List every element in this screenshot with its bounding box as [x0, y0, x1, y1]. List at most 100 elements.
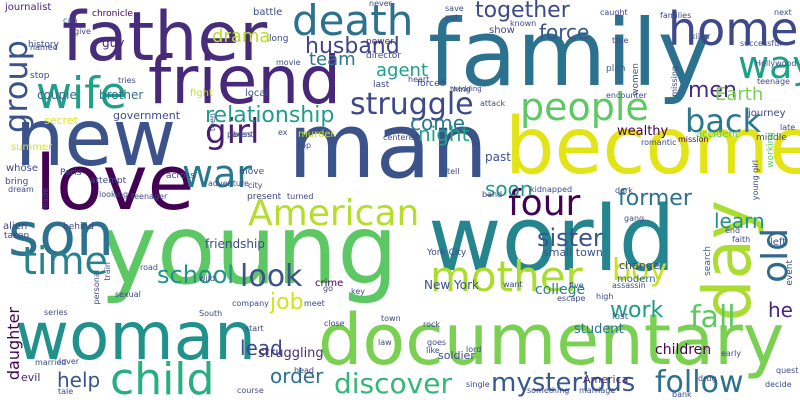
word-five: five: [569, 281, 584, 290]
word-hollywood: Hollywood: [755, 59, 797, 68]
word-local: local: [245, 88, 269, 99]
word-made: made: [41, 188, 50, 211]
word-he: he: [768, 298, 793, 322]
word-movie: movie: [276, 58, 301, 67]
word-something: something: [527, 386, 570, 395]
word-behind: behind: [63, 222, 94, 232]
word-way: way: [738, 43, 800, 87]
word-love: love: [35, 138, 195, 227]
word-bring: bring: [5, 177, 29, 187]
word-tries: tries: [118, 76, 136, 85]
word-help: help: [57, 368, 101, 392]
word-together: together: [475, 0, 570, 23]
word-key: key: [351, 287, 366, 296]
word-work: work: [610, 298, 664, 323]
word-new-york: New York: [424, 278, 479, 292]
word-attack: attack: [480, 99, 506, 108]
word-give: give: [74, 27, 91, 36]
word-evil: evil: [21, 371, 41, 384]
word-stop: stop: [30, 71, 50, 81]
word-home: home: [668, 2, 799, 56]
word-history: history: [28, 40, 59, 50]
word-small-town: small town: [543, 246, 603, 259]
word-husband: husband: [305, 34, 400, 59]
word-across: across: [166, 171, 195, 181]
word-child: child: [110, 354, 215, 400]
word-can: can: [63, 16, 78, 25]
word-order: order: [270, 364, 324, 388]
word-discover: discover: [334, 367, 452, 400]
word-group: group: [0, 40, 35, 133]
word-parent: parent: [227, 130, 254, 139]
word-force: force: [539, 20, 590, 44]
word-next: next: [774, 8, 792, 17]
word-kidnapped: kidnapped: [530, 185, 573, 194]
word-soon: soon: [485, 177, 533, 201]
word-marriage: marriage: [579, 386, 616, 395]
word-successful: successful: [740, 39, 782, 48]
word-dream: dream: [8, 185, 34, 194]
word-turned: turned: [287, 192, 314, 201]
word-struggling: struggling: [258, 346, 324, 361]
word-dark: dark: [615, 186, 633, 195]
word-faith: faith: [732, 235, 751, 244]
word-school: school: [157, 261, 234, 289]
word-learn: learn: [714, 209, 765, 233]
word-start: start: [245, 324, 264, 333]
word-show: show: [489, 25, 515, 36]
word-become: become: [505, 102, 800, 192]
word-man: man: [288, 94, 488, 199]
word-lost: lost: [612, 312, 629, 322]
word-save: save: [445, 4, 464, 13]
word-crime: crime: [315, 278, 344, 289]
word-top: top: [298, 141, 312, 150]
word-course: course: [237, 386, 264, 395]
word-band: band: [482, 190, 503, 199]
word-murder: murder: [298, 129, 335, 140]
word-mysterious: mysterious: [491, 368, 636, 398]
word-lover: lover: [59, 357, 80, 366]
word-men: men: [688, 78, 737, 103]
word-late: late: [780, 123, 796, 132]
word-relationship: relationship: [205, 103, 335, 128]
word-missing: missing: [670, 66, 679, 97]
word-plan: plan: [606, 64, 626, 74]
word-earth: Earth: [715, 84, 764, 105]
word-accident: accident: [696, 129, 739, 140]
word-modern: modern: [617, 274, 656, 285]
word-town: town: [381, 314, 401, 323]
word-go: go: [323, 284, 333, 293]
word-couple: couple: [37, 88, 77, 102]
word-true: true: [612, 36, 629, 45]
word-event: event: [785, 260, 795, 286]
word-left: left: [770, 237, 787, 248]
word-change: change: [619, 259, 660, 272]
word-escape: escape: [557, 294, 586, 303]
word-train: train: [103, 262, 112, 281]
word-drama: drama: [212, 26, 271, 47]
word-friendship: friendship: [205, 237, 265, 251]
word-lord: lord: [466, 345, 482, 354]
word-brother: brother: [99, 88, 144, 102]
word-war: war: [182, 152, 252, 196]
word-secret: secret: [44, 114, 78, 127]
word-alien: alien: [3, 221, 28, 232]
word-caught: caught: [600, 8, 628, 17]
word-goes: goes: [427, 338, 447, 347]
word-documentary: documentary: [318, 299, 785, 381]
word-director: director: [366, 51, 401, 61]
word-girl: girl: [205, 112, 260, 152]
word-mission: mission: [678, 135, 709, 144]
word-boss: boss: [233, 130, 252, 139]
word-tale: tale: [58, 387, 74, 396]
word-agent: agent: [376, 60, 428, 81]
word-friend: friend: [148, 42, 342, 119]
word-married: married: [35, 358, 67, 367]
word-families: families: [660, 11, 692, 20]
word-assassin: assassin: [612, 281, 646, 290]
word-past: past: [485, 150, 511, 164]
word-paris: Paris: [60, 168, 82, 178]
word-soldier: soldier: [438, 349, 475, 362]
word-mother: mother: [430, 252, 583, 301]
